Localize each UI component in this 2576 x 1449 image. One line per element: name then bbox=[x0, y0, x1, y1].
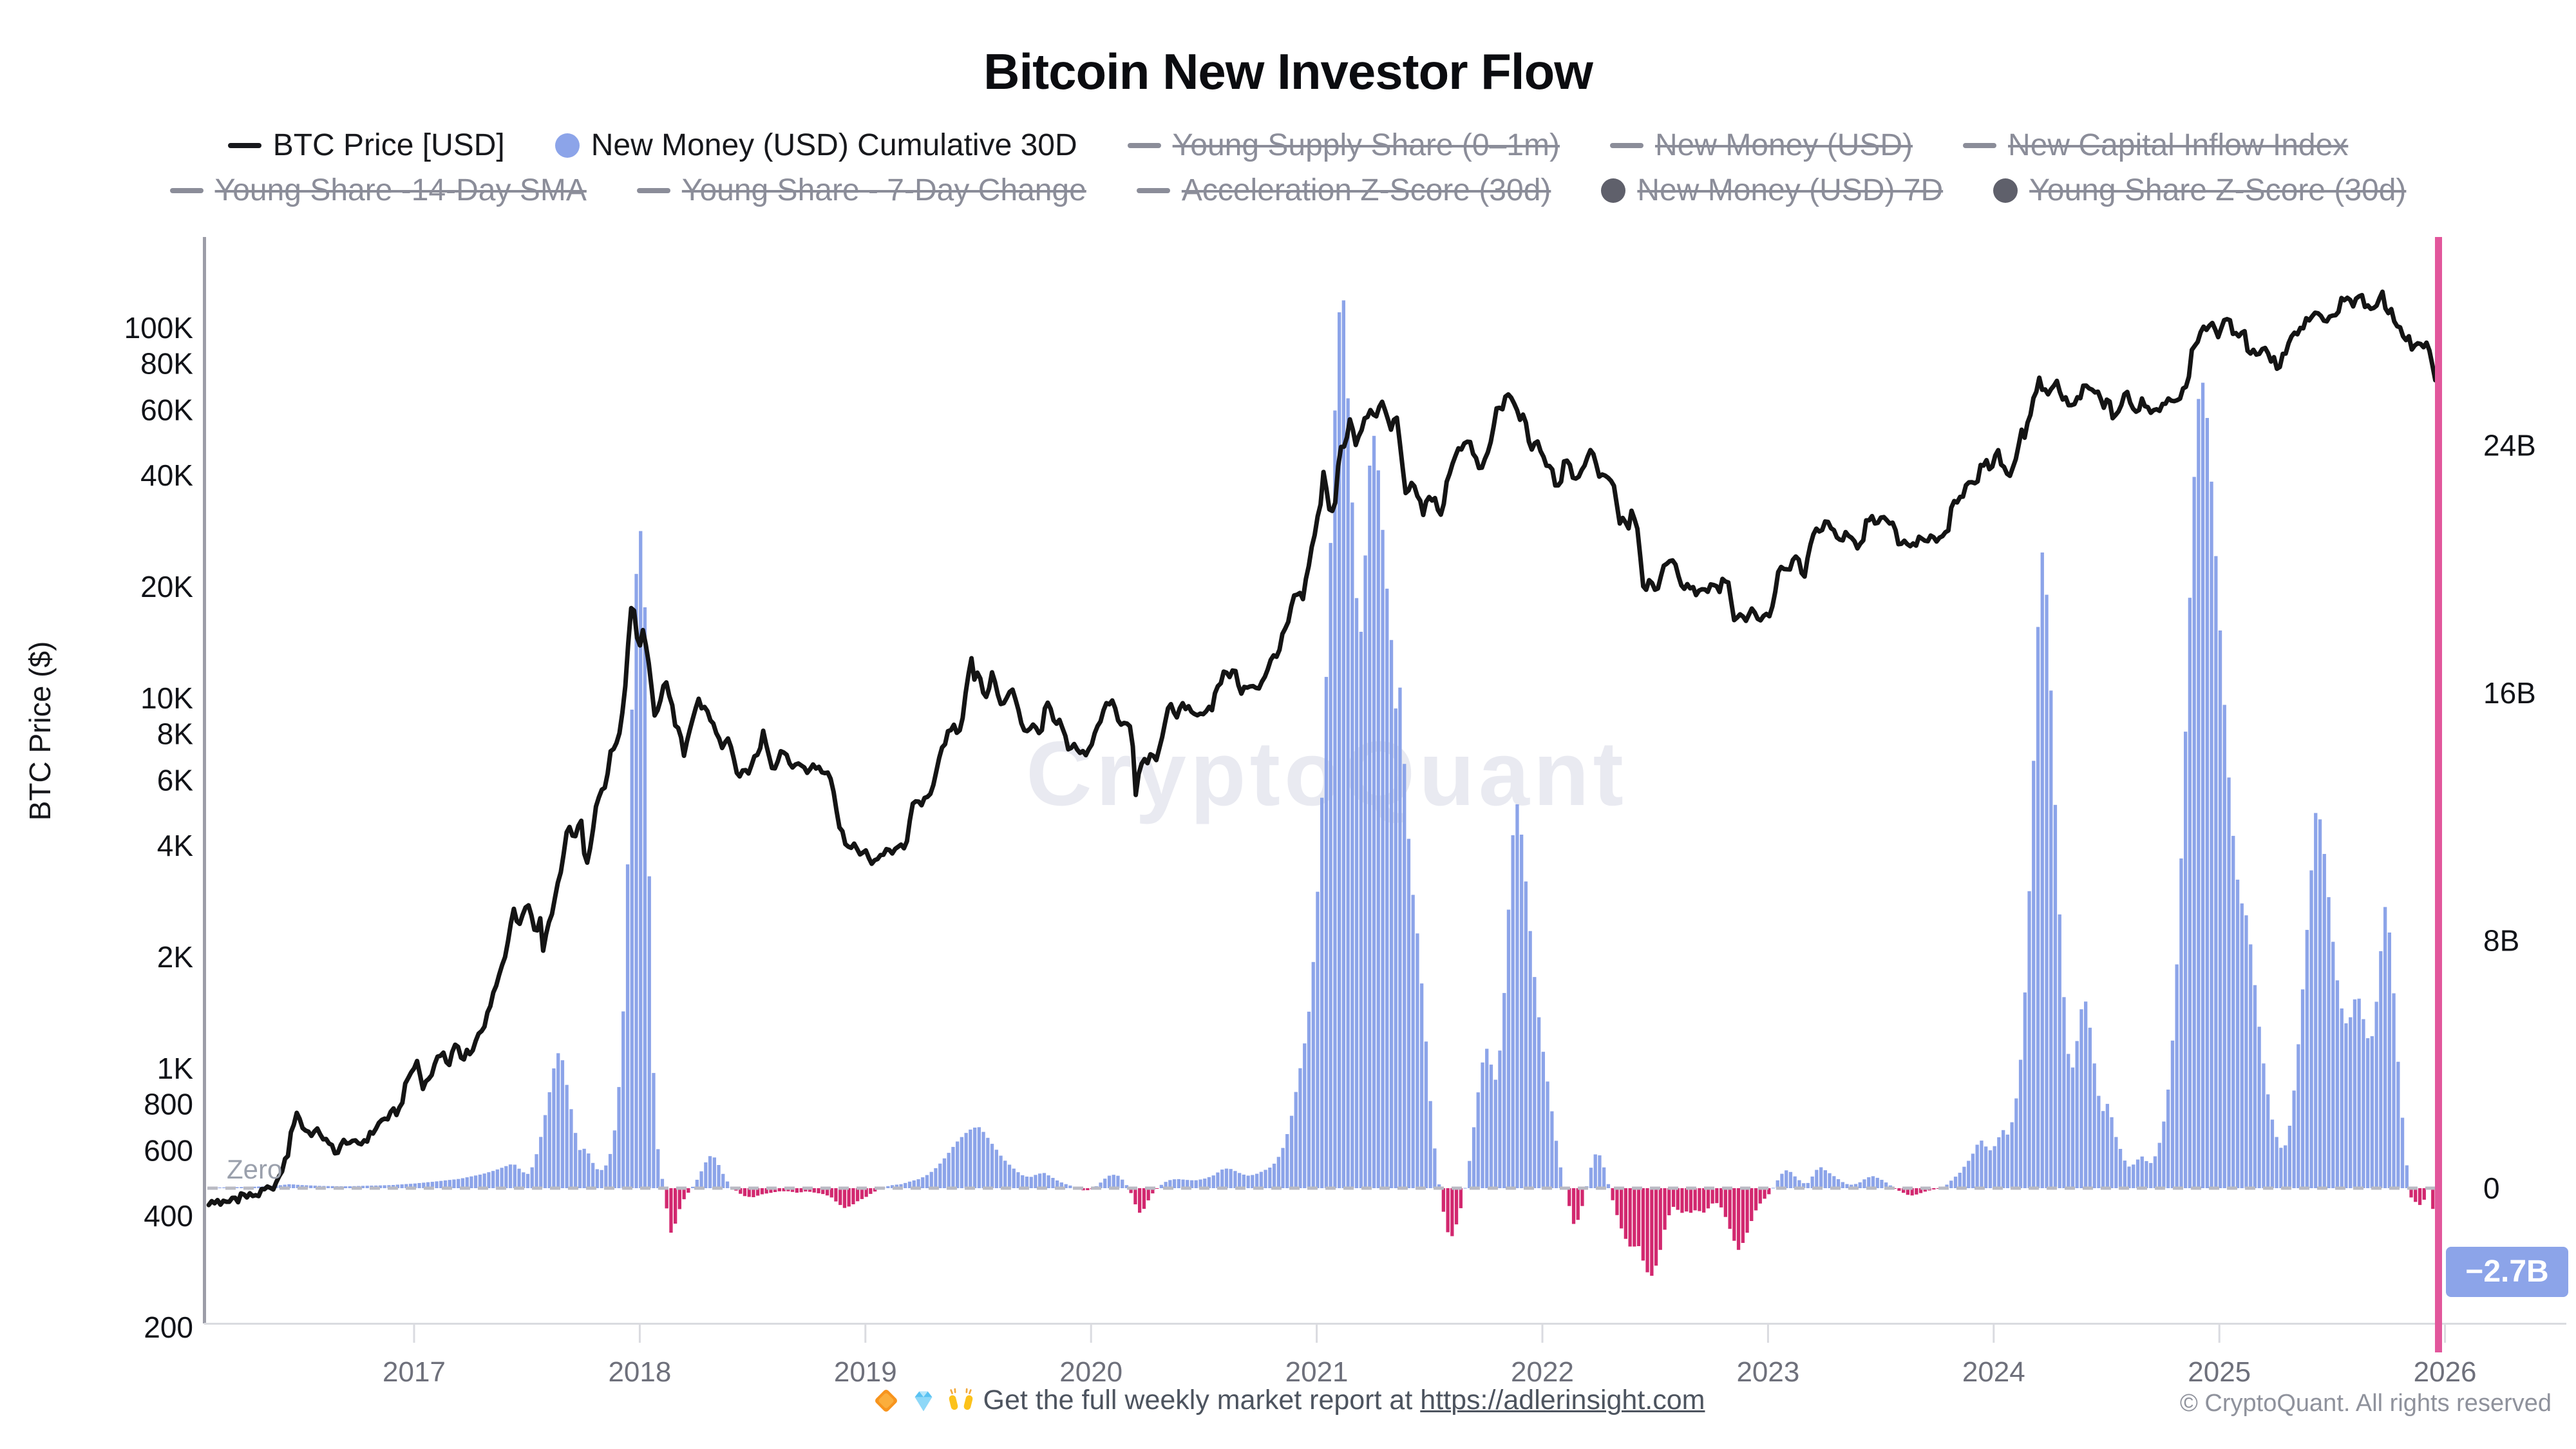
y-right-tick-label: 8B bbox=[2483, 924, 2519, 958]
x-axis-label: 2020 bbox=[1059, 1356, 1122, 1388]
legend-row-2: Young Share -14-Day SMA Young Share - 7-D… bbox=[0, 173, 2576, 208]
footer-promo-text: Get the full weekly market report at bbox=[983, 1385, 1413, 1416]
y-axis-left-spine bbox=[203, 237, 206, 1323]
legend-item-young-share-z-score-30d[interactable]: Young Share Z-Score (30d) bbox=[1993, 173, 2406, 208]
legend-line-icon bbox=[1609, 142, 1643, 148]
y-left-tick-label: 20K bbox=[140, 570, 193, 603]
legend-item-label: New Capital Inflow Index bbox=[2008, 128, 2349, 162]
legend-item-label: New Money (USD) bbox=[1654, 128, 1913, 162]
zero-line-label: Zero bbox=[227, 1154, 283, 1184]
legend-item-new-money-usd-7d[interactable]: New Money (USD) 7D bbox=[1601, 173, 1943, 208]
x-axis-label: 2022 bbox=[1511, 1356, 1574, 1388]
y-right-tick-label: 0 bbox=[2483, 1171, 2500, 1205]
legend-item-acceleration-z-score-30d[interactable]: Acceleration Z-Score (30d) bbox=[1136, 173, 1551, 208]
y-left-tick-label: 100K bbox=[124, 311, 194, 345]
x-axis-line bbox=[204, 1323, 2566, 1325]
legend-item-label: Acceleration Z-Score (30d) bbox=[1181, 173, 1551, 207]
y-left-tick-label: 40K bbox=[140, 459, 193, 492]
current-value-line bbox=[2435, 237, 2442, 1352]
page-title: Bitcoin New Investor Flow bbox=[983, 43, 1593, 100]
legend-item-label: BTC Price [USD] bbox=[272, 128, 505, 162]
legend-item-btc-price-usd[interactable]: BTC Price [USD] bbox=[227, 128, 505, 163]
legend-row-1: BTC Price [USD] New Money (USD) Cumulativ… bbox=[0, 128, 2576, 163]
legend-item-label: New Money (USD) Cumulative 30D bbox=[591, 128, 1077, 162]
gem-icon bbox=[909, 1386, 938, 1416]
legend-item-new-money-usd[interactable]: New Money (USD) bbox=[1609, 128, 1913, 163]
legend-line-icon bbox=[1127, 142, 1161, 148]
x-axis-label: 2018 bbox=[608, 1356, 671, 1388]
legend-item-young-supply-share-0-1m[interactable]: Young Supply Share (0–1m) bbox=[1127, 128, 1560, 163]
footer-promo: Get the full weekly market report at htt… bbox=[0, 1385, 2576, 1416]
y-right-tick-label: 24B bbox=[2483, 429, 2536, 462]
y-left-tick-label: 2K bbox=[157, 940, 194, 974]
y-left-tick-label: 800 bbox=[144, 1088, 193, 1121]
legend-item-new-capital-inflow-index[interactable]: New Capital Inflow Index bbox=[1963, 128, 2348, 163]
raising-hands-icon bbox=[946, 1386, 976, 1416]
current-value-badge: −2.7B bbox=[2446, 1246, 2568, 1297]
legend-line-icon bbox=[169, 187, 204, 193]
y-left-tick-label: 10K bbox=[140, 681, 193, 715]
y-left-tick-label: 600 bbox=[144, 1134, 193, 1168]
orange-diamond-icon bbox=[871, 1386, 901, 1416]
copyright-text: © CryptoQuant. All rights reserved bbox=[2179, 1390, 2552, 1417]
legend-line-icon bbox=[636, 187, 670, 193]
legend-line-icon bbox=[1963, 142, 1997, 148]
y-left-tick-label: 4K bbox=[157, 829, 194, 862]
legend-item-label: Young Supply Share (0–1m) bbox=[1172, 128, 1560, 162]
legend-item-new-money-usd-cumulative-30d[interactable]: New Money (USD) Cumulative 30D bbox=[554, 128, 1077, 163]
legend-item-young-share-7-day-change[interactable]: Young Share - 7-Day Change bbox=[636, 173, 1086, 208]
y-left-tick-label: 400 bbox=[144, 1199, 193, 1233]
x-axis-label: 2017 bbox=[383, 1356, 446, 1388]
y-left-tick-label: 8K bbox=[157, 717, 194, 751]
btc-price-line bbox=[206, 289, 2438, 1208]
y-left-tick-label: 1K bbox=[157, 1052, 194, 1085]
legend-item-label: Young Share - 7-Day Change bbox=[681, 173, 1086, 207]
y-left-tick-label: 6K bbox=[157, 764, 194, 797]
legend-item-label: New Money (USD) 7D bbox=[1637, 173, 1944, 207]
y-axis-right: 24B 16B 8B 0 bbox=[2483, 429, 2536, 1205]
y-right-tick-label: 16B bbox=[2483, 676, 2536, 710]
legend-line-icon bbox=[227, 142, 261, 148]
legend-item-young-share-14-day-sma[interactable]: Young Share -14-Day SMA bbox=[169, 173, 587, 208]
flow-bars bbox=[209, 300, 2435, 1276]
x-axis: 2017 2018 2019 2020 2021 2022 2023 2024 2025 2026 bbox=[383, 1324, 2477, 1388]
y-left-tick-label: 200 bbox=[144, 1311, 193, 1344]
y-left-tick-label: 60K bbox=[140, 393, 193, 427]
legend-dot-icon bbox=[554, 133, 580, 158]
legend-item-label: Young Share -14-Day SMA bbox=[214, 173, 587, 207]
x-axis-label: 2024 bbox=[1962, 1356, 2025, 1388]
y-left-tick-label: 80K bbox=[140, 347, 193, 381]
legend-dot-icon bbox=[1601, 178, 1626, 203]
legend-dot-icon bbox=[1993, 178, 2018, 203]
current-value-text: −2.7B bbox=[2465, 1255, 2549, 1289]
x-axis-label: 2025 bbox=[2188, 1356, 2251, 1388]
report-link[interactable]: https://adlerinsight.com bbox=[1420, 1385, 1705, 1416]
x-axis-label: 2023 bbox=[1736, 1356, 1799, 1388]
legend-item-label: Young Share Z-Score (30d) bbox=[2029, 173, 2407, 207]
legend-line-icon bbox=[1136, 187, 1170, 193]
x-axis-label: 2021 bbox=[1285, 1356, 1349, 1388]
x-axis-label: 2026 bbox=[2414, 1356, 2477, 1388]
x-axis-label: 2019 bbox=[834, 1356, 897, 1388]
